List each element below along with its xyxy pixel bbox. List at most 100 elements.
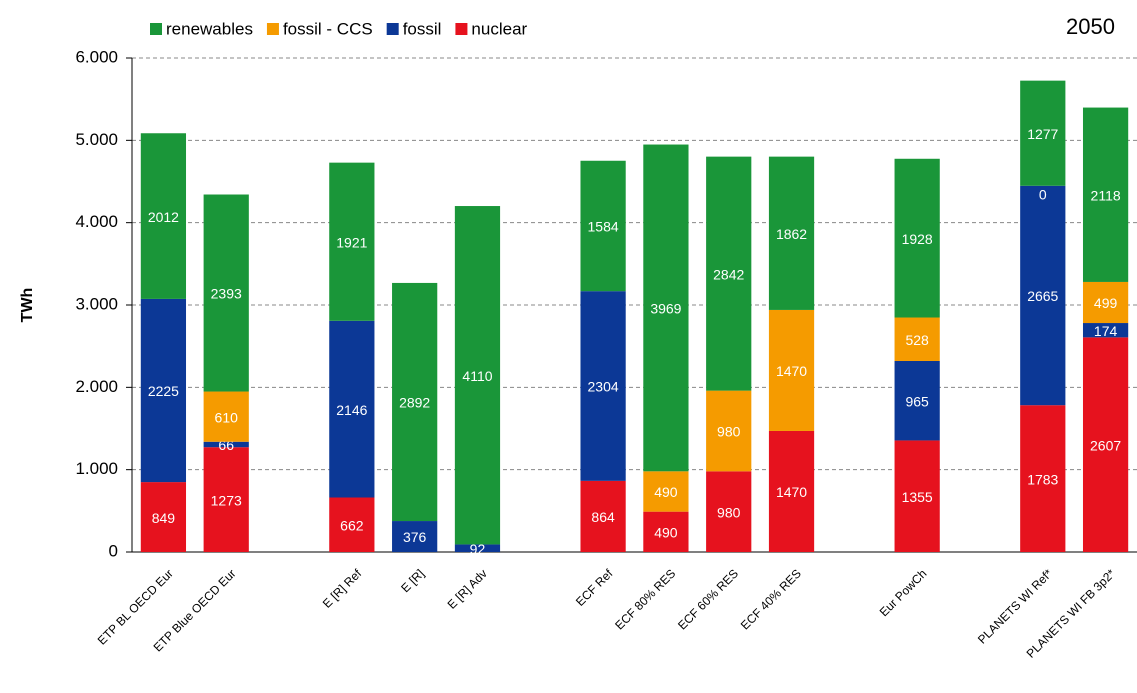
bar-segment <box>1020 405 1066 552</box>
bar-segment <box>706 156 752 391</box>
bar-segment <box>580 480 626 552</box>
data-label: 2393 <box>211 286 242 302</box>
data-label: 490 <box>654 484 678 500</box>
bar-segment <box>643 144 689 472</box>
data-label: 92 <box>470 541 486 557</box>
bar-segment <box>454 544 501 552</box>
data-label: 2304 <box>588 379 619 395</box>
bar-segment <box>140 482 187 552</box>
legend-label: renewables <box>166 19 253 38</box>
bar-segment <box>203 447 249 552</box>
bar-segment <box>768 156 815 310</box>
bar-segment <box>894 440 940 552</box>
bar-segment <box>1020 185 1066 406</box>
bar-segment <box>580 160 626 292</box>
x-tick-label: E [R] Adv <box>445 566 490 611</box>
x-tick-label: E [R] Ref <box>320 566 365 611</box>
data-label: 528 <box>905 332 929 348</box>
bar-segment <box>894 158 940 318</box>
y-tick-label: 2.000 <box>75 377 118 396</box>
bar-segment <box>140 298 187 483</box>
bar-segment <box>140 133 187 299</box>
annotation: 2050 <box>1066 14 1115 39</box>
bar-segment <box>643 511 689 552</box>
data-label: 2665 <box>1027 288 1058 304</box>
x-tick-label: ECF Ref <box>573 566 616 609</box>
data-label: 3969 <box>650 301 681 317</box>
legend-swatch <box>266 23 279 35</box>
y-axis-label: TWh <box>19 288 36 323</box>
bar-segment <box>329 497 375 552</box>
bar-segment <box>203 194 249 392</box>
y-tick-label: 4.000 <box>75 212 118 231</box>
legend-label: fossil <box>403 19 442 38</box>
legend-swatch <box>386 23 399 35</box>
bar-segment <box>454 206 501 545</box>
data-label: 864 <box>591 509 615 525</box>
legend-label: nuclear <box>471 19 527 38</box>
x-tick-label: Eur PowCh <box>877 566 930 619</box>
data-label: 1783 <box>1027 471 1058 487</box>
data-label: 1470 <box>776 484 807 500</box>
data-label: 174 <box>1094 323 1118 339</box>
data-label: 1862 <box>776 226 807 242</box>
legend-swatch <box>455 23 468 35</box>
bar-segment <box>1082 337 1129 552</box>
bar-segment <box>203 441 249 448</box>
data-label: 376 <box>403 529 427 545</box>
bar-segment <box>203 391 249 442</box>
bar-segment <box>706 471 752 552</box>
bar-segment <box>706 390 752 472</box>
bar-segment <box>329 320 375 498</box>
data-label: 2118 <box>1091 187 1121 203</box>
data-label: 499 <box>1094 295 1118 311</box>
data-label: 965 <box>905 393 929 409</box>
data-label: 849 <box>152 510 176 526</box>
bar-segment <box>1020 80 1066 186</box>
bar-segment <box>392 282 438 522</box>
bar-segment <box>768 309 815 431</box>
data-label: 1277 <box>1027 126 1058 142</box>
data-label: 1273 <box>211 492 242 508</box>
data-label: 610 <box>215 409 239 425</box>
x-tick-label: ECF 40% RES <box>738 566 804 632</box>
bar-segment <box>894 317 940 361</box>
data-label: 2607 <box>1090 437 1121 453</box>
legend-label: fossil - CCS <box>283 19 373 38</box>
bar-segment <box>580 291 626 481</box>
data-label: 1355 <box>902 489 933 505</box>
y-tick-label: 5.000 <box>75 130 118 149</box>
data-label: 2842 <box>713 266 744 282</box>
data-label: 0 <box>1039 186 1047 202</box>
data-label: 1584 <box>588 219 619 235</box>
data-label: 1928 <box>902 231 933 247</box>
bar-segment <box>392 521 438 552</box>
y-tick-label: 0 <box>109 541 118 560</box>
data-label: 4110 <box>462 368 492 384</box>
data-label: 2892 <box>399 395 430 411</box>
y-tick-label: 6.000 <box>75 47 118 66</box>
data-label: 2012 <box>148 209 179 225</box>
data-label: 662 <box>340 517 364 533</box>
data-label: 1470 <box>776 363 807 379</box>
data-label: 1921 <box>336 234 367 250</box>
y-tick-label: 3.000 <box>75 294 118 313</box>
bar-segment <box>643 471 689 512</box>
bar-segment <box>768 430 815 552</box>
bar-segment <box>1082 281 1129 324</box>
data-label: 980 <box>717 504 741 520</box>
bar-segment <box>1082 107 1129 282</box>
legend-swatch <box>150 23 162 35</box>
data-label: 2146 <box>336 402 367 418</box>
bar-segment <box>329 162 375 321</box>
bar-segment <box>894 360 940 441</box>
x-tick-label: ECF 80% RES <box>612 566 678 632</box>
data-label: 980 <box>717 424 741 440</box>
data-label: 2225 <box>148 383 179 399</box>
x-tick-label: ECF 60% RES <box>675 566 741 632</box>
y-tick-label: 1.000 <box>75 459 118 478</box>
data-label: 490 <box>654 525 678 541</box>
bar-segment <box>1082 323 1129 338</box>
x-tick-label: E [R] <box>398 566 427 595</box>
